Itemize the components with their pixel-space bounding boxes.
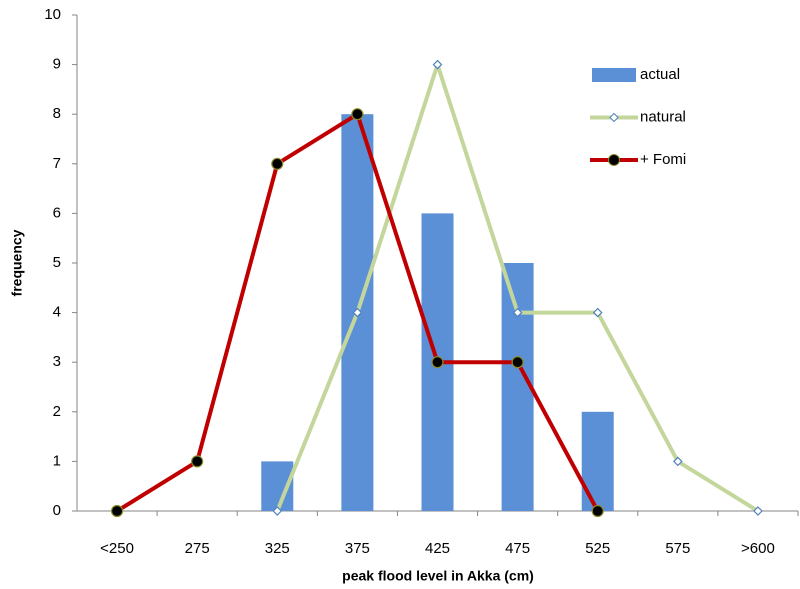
y-tick-label: 2 [53, 403, 61, 420]
line-marker [672, 456, 683, 467]
bar [501, 263, 534, 511]
y-tick-label: 7 [53, 155, 61, 172]
line-marker [351, 108, 364, 121]
x-tick-label: >600 [741, 540, 775, 557]
line-marker [512, 307, 523, 318]
y-tick-label: 0 [53, 502, 61, 519]
y-tick-label: 8 [53, 105, 61, 122]
line-marker [431, 356, 444, 369]
y-tick-label: 10 [44, 6, 61, 23]
x-tick-label: 425 [425, 540, 450, 557]
y-tick-label: 5 [53, 254, 61, 271]
x-tick-label: 325 [265, 540, 290, 557]
line-marker [753, 506, 763, 516]
line-marker [591, 504, 604, 518]
x-axis-title: peak flood level in Akka (cm) [342, 568, 534, 584]
y-axis-title: frequency [9, 229, 25, 296]
y-tick-label: 3 [53, 353, 61, 370]
y-tick-label: 4 [53, 304, 61, 321]
legend-label: actual [640, 66, 680, 83]
x-tick-label: 275 [185, 540, 210, 557]
x-tick-label: <250 [100, 540, 134, 557]
line-marker [271, 157, 284, 170]
legend-marker [609, 112, 619, 123]
line-marker [110, 504, 124, 518]
line-marker [432, 59, 443, 70]
legend-label: natural [640, 108, 686, 125]
line-marker [352, 307, 363, 318]
line-marker [272, 506, 283, 516]
line-marker [592, 307, 603, 318]
legend-label: + Fomi [640, 151, 686, 168]
line-marker [191, 455, 204, 468]
y-tick-label: 1 [53, 452, 61, 469]
legend-marker [608, 154, 620, 166]
line-marker [511, 356, 524, 369]
y-tick-label: 9 [53, 56, 61, 73]
x-tick-label: 375 [345, 540, 370, 557]
bar [581, 411, 614, 511]
x-tick-label: 525 [585, 540, 610, 557]
x-tick-label: 575 [665, 540, 690, 557]
legend-swatch [592, 68, 636, 82]
x-tick-label: 475 [505, 540, 530, 557]
y-tick-label: 6 [53, 204, 61, 221]
